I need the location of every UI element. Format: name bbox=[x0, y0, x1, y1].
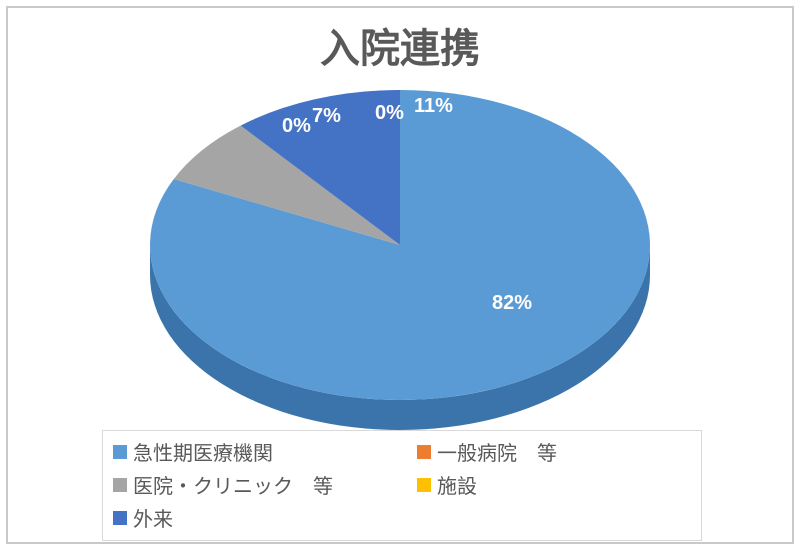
pie-data-label: 0% bbox=[282, 115, 311, 138]
legend-swatch bbox=[417, 445, 431, 459]
legend-label: 医院・クリニック 等 bbox=[133, 470, 333, 499]
legend-label: 外来 bbox=[133, 503, 173, 532]
pie-data-label: 82% bbox=[492, 292, 532, 315]
pie-data-label: 11% bbox=[414, 95, 453, 118]
legend-swatch bbox=[113, 478, 127, 492]
pie-data-label: 7% bbox=[312, 105, 341, 128]
chart-frame: 入院連携 急性期医療機関 一般病院 等医院・クリニック 等 施設外来 82% 7% 11… bbox=[6, 6, 794, 544]
pie-data-label: 0% bbox=[375, 102, 404, 125]
legend-swatch bbox=[417, 478, 431, 492]
legend-item: 急性期医療機関 bbox=[113, 437, 387, 466]
legend-swatch bbox=[113, 445, 127, 459]
legend-item: 医院・クリニック 等 bbox=[113, 470, 387, 499]
legend-item: 一般病院 等 bbox=[417, 437, 691, 466]
chart-title: 入院連携 bbox=[8, 16, 792, 74]
pie-chart bbox=[148, 88, 652, 432]
legend-item: 外来 bbox=[113, 503, 387, 532]
legend-label: 一般病院 等 bbox=[437, 437, 557, 466]
legend: 急性期医療機関 一般病院 等医院・クリニック 等 施設外来 bbox=[102, 430, 702, 541]
legend-label: 施設 bbox=[437, 470, 477, 499]
legend-item: 施設 bbox=[417, 470, 691, 499]
legend-swatch bbox=[113, 511, 127, 525]
legend-label: 急性期医療機関 bbox=[133, 437, 273, 466]
